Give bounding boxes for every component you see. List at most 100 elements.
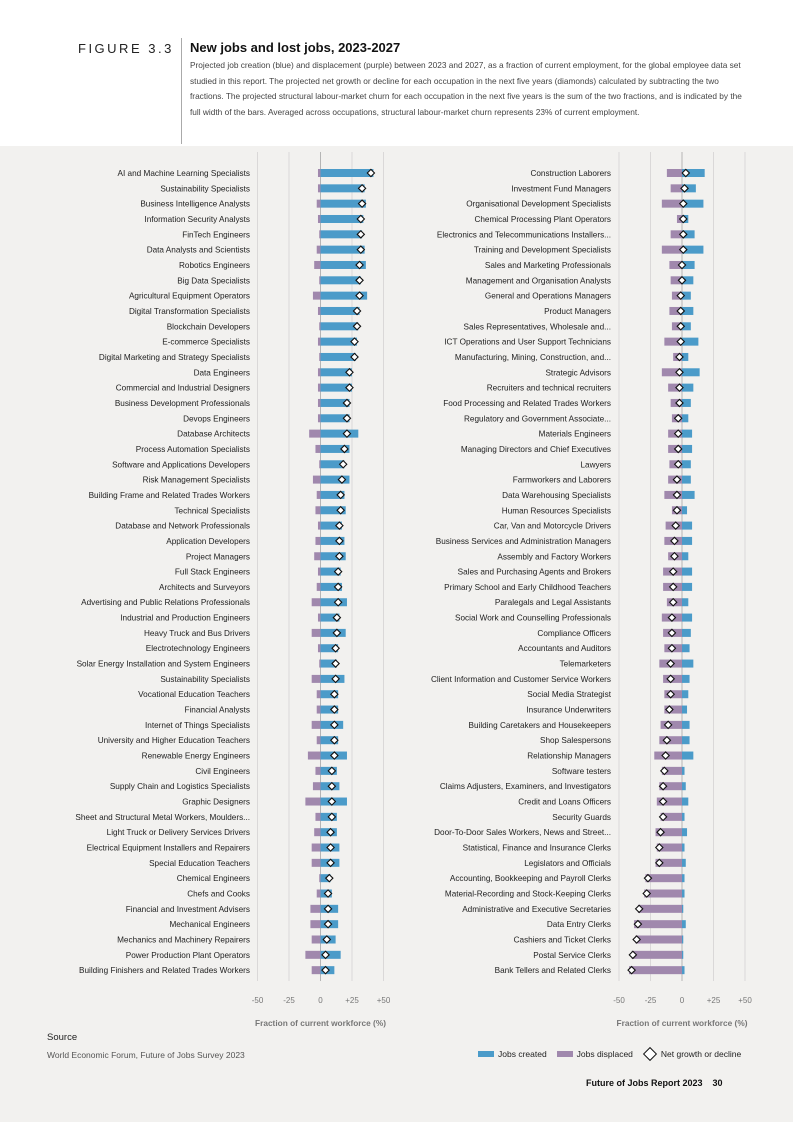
net-diamond — [342, 413, 352, 423]
bar-displaced — [305, 797, 321, 806]
bar-displaced — [635, 935, 682, 944]
bar-displaced — [319, 460, 321, 469]
row-label: Sales Representatives, Wholesale and... — [464, 322, 611, 331]
net-diamond — [345, 383, 354, 392]
bar-displaced — [311, 858, 321, 867]
row-label: Renewable Energy Engineers — [142, 752, 250, 761]
row-label: Organisational Development Specialists — [466, 200, 611, 209]
bar-created — [682, 858, 686, 867]
row-label: Supply Chain and Logistics Specialists — [110, 782, 250, 791]
row-label: Graphic Designers — [182, 798, 250, 807]
bar-displaced — [311, 843, 321, 852]
bar-displaced — [316, 245, 321, 254]
row-label: Credit and Loans Officers — [518, 798, 611, 807]
bar-created — [682, 935, 684, 944]
legend-swatch-displaced — [556, 1051, 573, 1057]
x-tick-label: -50 — [613, 996, 625, 1005]
bar-created — [682, 260, 695, 269]
x-tick-label: 0 — [318, 996, 323, 1005]
bar-created — [320, 950, 341, 959]
bar-created — [320, 184, 365, 193]
row-label: Security Guards — [552, 813, 611, 822]
row-label: Car, Van and Motorcycle Drivers — [494, 522, 611, 531]
row-label: Strategic Advisors — [545, 368, 611, 377]
bar-created — [682, 383, 694, 392]
bar-created — [320, 705, 339, 714]
row-label: Process Automation Specialists — [136, 445, 250, 454]
net-diamond — [329, 751, 339, 760]
net-diamond — [671, 521, 681, 530]
net-diamond — [665, 705, 674, 714]
row-label: Database and Network Professionals — [115, 522, 250, 531]
net-diamond — [338, 459, 348, 469]
bar-created — [320, 475, 350, 484]
bar-displaced — [315, 812, 321, 821]
net-diamond — [666, 659, 676, 668]
bar-created — [320, 414, 350, 423]
bar-displaced — [661, 245, 682, 254]
net-diamond — [323, 919, 333, 929]
row-label: Management and Organisation Analysts — [466, 276, 611, 285]
x-tick-label: +50 — [738, 996, 752, 1005]
net-diamond — [322, 935, 332, 944]
net-diamond — [326, 858, 335, 868]
bar-displaced — [319, 230, 321, 239]
row-label: Recruiters and technical recruiters — [487, 384, 611, 393]
chart-legend: Jobs created Jobs displaced Net growth o… — [478, 1046, 751, 1062]
bar-displaced — [307, 751, 321, 760]
net-diamond — [654, 858, 664, 868]
bar-displaced — [311, 598, 321, 607]
bar-displaced — [312, 782, 321, 791]
header-divider — [181, 38, 182, 144]
row-label: Sales and Purchasing Agents and Brokers — [458, 568, 611, 577]
bar-created — [320, 644, 339, 653]
bar-created — [320, 337, 358, 346]
legend-item-created: Jobs created — [478, 1049, 547, 1059]
net-diamond — [673, 444, 683, 454]
chart-panel-left: -50 -25 0 +25 +50 Fraction of current workfor… — [75, 152, 391, 1028]
bar-created — [320, 521, 342, 530]
bar-displaced — [315, 536, 321, 545]
row-label: Sales and Marketing Professionals — [485, 261, 611, 270]
bar-created — [682, 874, 685, 883]
net-diamond — [670, 536, 679, 546]
bar-displaced — [666, 169, 682, 177]
bar-displaced — [316, 889, 321, 898]
bar-created — [682, 950, 684, 959]
bar-created — [320, 582, 342, 591]
row-label: Software and Applications Developers — [112, 460, 250, 469]
bar-displaced — [314, 260, 321, 269]
bar-displaced — [317, 398, 321, 407]
bar-displaced — [317, 169, 321, 177]
bar-created — [320, 245, 365, 254]
bar-displaced — [656, 797, 682, 806]
net-diamond — [633, 919, 643, 929]
bar-created — [682, 276, 694, 285]
net-diamond — [656, 827, 665, 837]
net-diamond — [678, 229, 688, 239]
net-diamond — [350, 352, 359, 362]
row-label: Statistical, Finance and Insurance Clerk… — [463, 844, 611, 853]
row-label: FinTech Engineers — [182, 230, 250, 239]
bar-created — [682, 460, 691, 469]
row-label: Managing Directors and Chief Executives — [461, 445, 611, 454]
row-label: Accounting, Bookkeeping and Payroll Cler… — [450, 874, 611, 883]
net-diamond — [678, 199, 688, 209]
bar-created — [682, 904, 684, 913]
bar-created — [682, 306, 694, 315]
bar-created — [320, 506, 346, 515]
row-label: E-commerce Specialists — [162, 338, 250, 347]
net-diamond — [675, 383, 684, 392]
bar-displaced — [316, 490, 321, 499]
net-diamond — [681, 168, 691, 178]
x-axis-title: Fraction of current workforce (%) — [617, 1018, 748, 1028]
row-label: Farmworkers and Laborers — [513, 476, 611, 485]
net-diamond — [350, 337, 359, 347]
row-label: Heavy Truck and Bus Drivers — [144, 629, 250, 638]
net-diamond — [335, 551, 344, 561]
legend-label-displaced: Jobs displaced — [576, 1049, 633, 1059]
bar-created — [682, 169, 705, 177]
bar-created — [682, 751, 694, 760]
bar-created — [682, 797, 689, 806]
bar-created — [682, 506, 688, 515]
